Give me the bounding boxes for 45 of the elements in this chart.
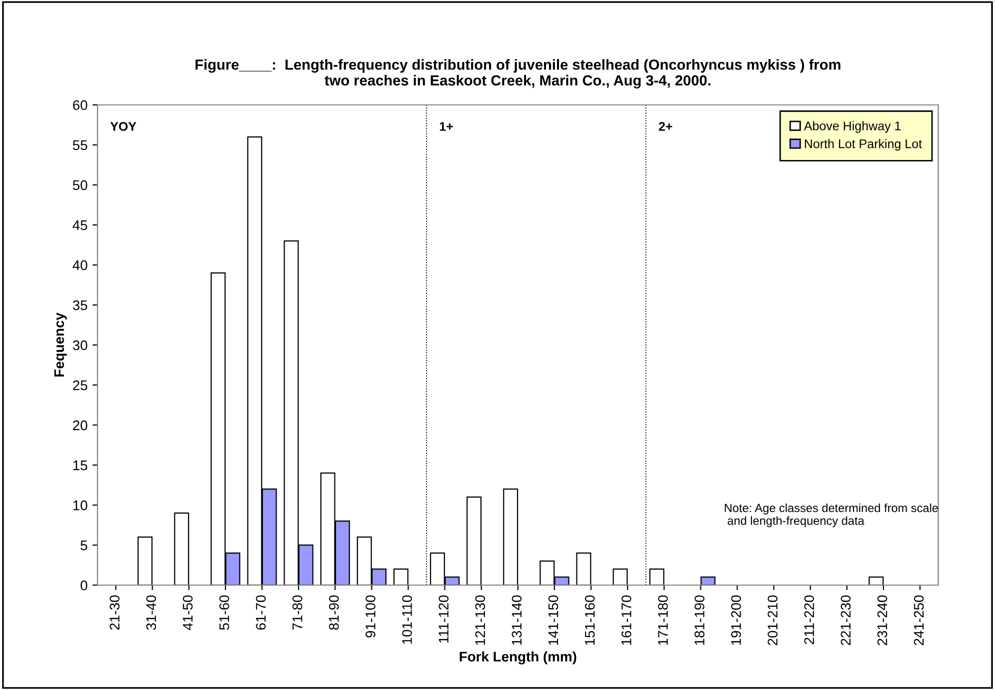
y-axis-title: Fequency bbox=[54, 312, 67, 376]
x-tick-label: 31-40 bbox=[146, 595, 156, 630]
x-tick-label: 91-100 bbox=[366, 595, 376, 638]
y-tick-label: 20 bbox=[73, 420, 88, 430]
chart-title: Figure____: Length-frequency distribution of juvenile steelhead (Oncorhyncus mykiss ) from two reaches in Easkoot Creek, Marin Co., Aug 3-4, 2000. bbox=[196, 59, 840, 89]
y-tick-label: 40 bbox=[72, 260, 88, 270]
y-tick-label: 45 bbox=[72, 220, 88, 230]
y-tick-label: 55 bbox=[72, 140, 88, 150]
x-tick-label: 221-230 bbox=[840, 595, 851, 646]
y-tick-label: 15 bbox=[73, 460, 88, 470]
y-tick-label: 0 bbox=[80, 580, 88, 590]
y-tick-label: 50 bbox=[72, 180, 88, 190]
x-tick-label: 51-60 bbox=[219, 595, 230, 630]
y-tick-label: 35 bbox=[72, 300, 88, 310]
annotation: Note: Age classes determined from scale and length-frequency data bbox=[724, 503, 938, 528]
x-tick-label: 121-130 bbox=[475, 595, 486, 645]
x-tick-label: 81-90 bbox=[329, 595, 339, 630]
x-tick-label: 61-70 bbox=[256, 595, 266, 630]
y-tick-label: 60 bbox=[73, 100, 88, 110]
y-tick-label: 30 bbox=[72, 340, 88, 350]
x-tick-label: 191-200 bbox=[731, 595, 741, 645]
x-tick-label: 41-50 bbox=[182, 595, 193, 630]
x-axis-title: Fork Length (mm) bbox=[460, 651, 576, 664]
x-tick-label: 101-110 bbox=[402, 595, 412, 644]
legend-label: Above Highway 1 bbox=[804, 121, 901, 133]
x-tick-label: 231-240 bbox=[877, 595, 888, 646]
x-tick-label: 151-160 bbox=[584, 595, 595, 645]
x-tick-label: 21-30 bbox=[110, 595, 120, 630]
x-tick-label: 141-150 bbox=[548, 595, 558, 645]
x-tick-label: 211-220 bbox=[804, 595, 814, 644]
y-tick-label: 10 bbox=[73, 500, 88, 510]
annotation: YOY bbox=[110, 122, 136, 131]
x-tick-label: 201-210 bbox=[768, 595, 778, 646]
y-tick-label: 5 bbox=[80, 540, 88, 550]
x-tick-label: 241-250 bbox=[914, 595, 924, 646]
x-tick-label: 171-180 bbox=[658, 595, 668, 645]
x-tick-label: 181-190 bbox=[694, 595, 704, 645]
x-tick-label: 161-170 bbox=[621, 595, 632, 645]
x-tick-label: 131-140 bbox=[512, 595, 522, 645]
y-tick-label: 25 bbox=[73, 380, 88, 390]
x-tick-label: 111-120 bbox=[438, 595, 449, 643]
x-tick-label: 71-80 bbox=[292, 595, 302, 630]
legend-label: North Lot Parking Lot bbox=[804, 139, 922, 151]
annotation: 2+ bbox=[658, 122, 672, 131]
annotation: 1+ bbox=[440, 122, 453, 131]
